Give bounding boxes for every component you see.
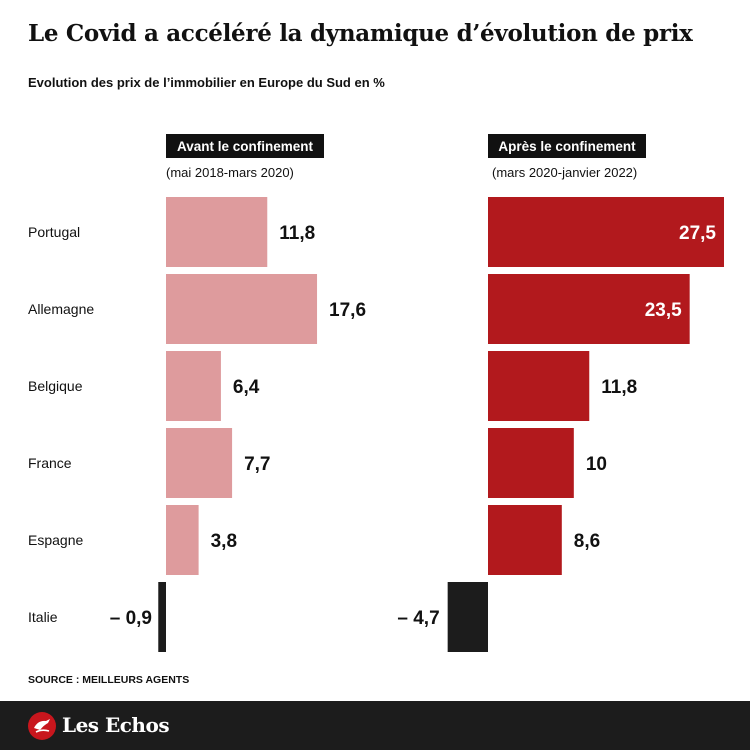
bar — [488, 274, 690, 344]
source-note: SOURCE : MEILLEURS AGENTS — [28, 674, 190, 686]
data-label: 8,6 — [574, 531, 600, 552]
data-label: 11,8 — [279, 223, 315, 244]
category-label: Belgique — [28, 378, 83, 394]
data-label: – 4,7 — [397, 608, 439, 629]
panel-heading-box — [488, 134, 646, 158]
panel-heading-box — [166, 134, 324, 158]
category-label: Allemagne — [28, 301, 94, 317]
bar — [166, 197, 268, 267]
data-label: 3,8 — [211, 531, 237, 552]
les-echos-logo-icon — [28, 712, 56, 740]
bar — [447, 582, 488, 652]
chart-subtitle: Evolution des prix de l’immobilier en Eu… — [28, 75, 385, 90]
bar — [488, 197, 724, 267]
panel-heading: Après le confinement — [498, 139, 636, 154]
category-label: Espagne — [28, 532, 83, 548]
footer-bar: Les Echos — [0, 701, 750, 750]
bar — [166, 274, 318, 344]
bar — [166, 351, 221, 421]
data-label: 6,4 — [233, 377, 260, 398]
panel-period: (mars 2020-janvier 2022) — [492, 165, 637, 180]
data-label: 17,6 — [329, 300, 366, 321]
panel-period: (mai 2018-mars 2020) — [166, 165, 294, 180]
chart-title: Le Covid a accéléré la dynamique d’évolu… — [28, 20, 693, 47]
data-label: 11,8 — [601, 377, 637, 398]
data-label: 27,5 — [679, 223, 716, 244]
bar — [166, 505, 199, 575]
bar — [158, 582, 166, 652]
data-label: 23,5 — [645, 300, 682, 321]
panel-heading: Avant le confinement — [177, 139, 314, 154]
category-label: Portugal — [28, 224, 80, 240]
category-label: Italie — [28, 609, 58, 625]
bar — [488, 428, 574, 498]
data-label: 7,7 — [244, 454, 270, 475]
bar — [488, 351, 590, 421]
bar — [166, 428, 233, 498]
bar — [488, 505, 562, 575]
category-label: France — [28, 455, 72, 471]
data-label: 10 — [586, 454, 607, 475]
brand-logo-text: Les Echos — [62, 713, 170, 737]
data-label: – 0,9 — [110, 608, 152, 629]
